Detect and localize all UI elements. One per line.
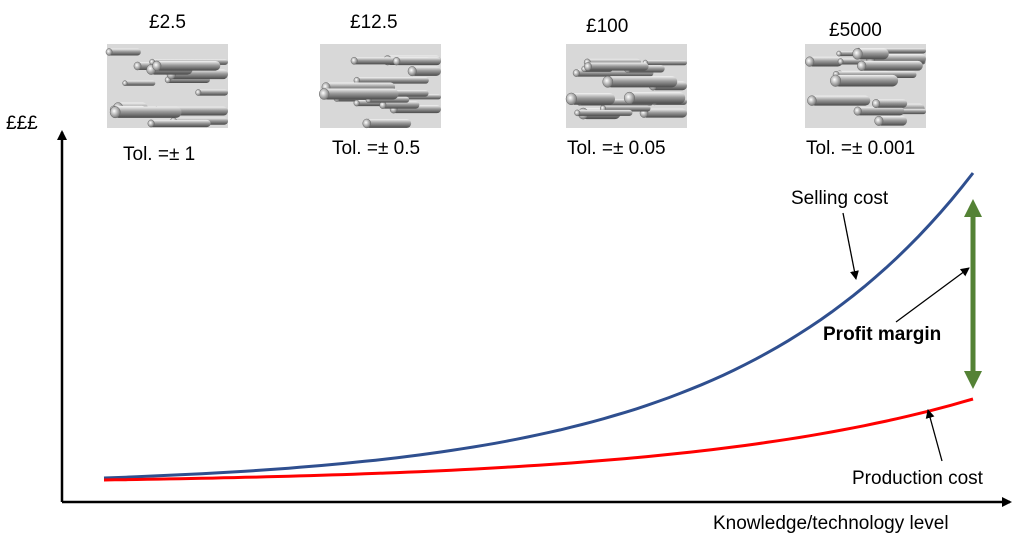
selling-cost-pointer: [842, 212, 859, 280]
price-label: £2.5: [149, 12, 186, 33]
profit-margin-pointer: [895, 267, 970, 323]
selling-cost-label: Selling cost: [791, 188, 889, 209]
profit-margin-label: Profit margin: [823, 324, 942, 345]
selling-cost-curve: [103, 172, 975, 480]
steel-rods-image: [318, 44, 441, 129]
production-cost-pointer: [925, 409, 943, 462]
price-label: £12.5: [350, 12, 398, 33]
steel-rods-image: [565, 44, 687, 128]
tolerance-label: Tol. =± 1: [123, 144, 196, 165]
steel-rods-image: [805, 44, 926, 128]
production-cost-label: Production cost: [852, 468, 983, 489]
tolerance-label: Tol. =± 0.05: [567, 138, 666, 159]
y-axis-label: £££: [6, 113, 38, 134]
profit-margin-arrow: [964, 199, 982, 389]
price-label: £100: [586, 16, 629, 37]
price-label: £5000: [829, 20, 882, 41]
x-axis-label: Knowledge/technology level: [713, 513, 949, 534]
steel-rods-image: [105, 44, 228, 128]
tolerance-label: Tol. =± 0.5: [332, 138, 421, 159]
tolerance-label: Tol. =± 0.001: [806, 138, 916, 159]
production-cost-curve: [103, 397, 974, 482]
